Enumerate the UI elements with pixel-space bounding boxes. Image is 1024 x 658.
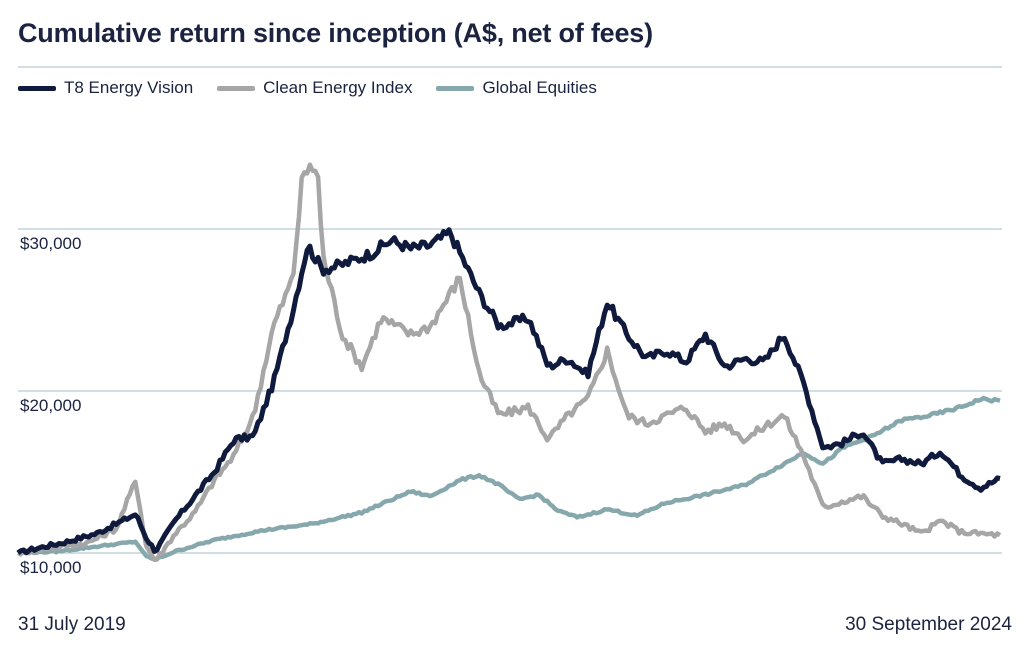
chart-title: Cumulative return since inception (A$, n… <box>18 18 653 48</box>
y-tick-label: $30,000 <box>20 234 81 253</box>
legend-item-clean-energy: Clean Energy Index <box>217 78 412 98</box>
series-line-clean-energy-index <box>17 162 1002 563</box>
chart-legend: T8 Energy Vision Clean Energy Index Glob… <box>18 78 621 98</box>
legend-swatch-t8 <box>18 85 56 91</box>
legend-label-t8: T8 Energy Vision <box>64 78 194 97</box>
legend-item-global-equities: Global Equities <box>436 78 597 98</box>
y-tick-label: $20,000 <box>20 396 81 415</box>
legend-label-global-equities: Global Equities <box>482 78 597 97</box>
legend-swatch-global-equities <box>436 85 475 91</box>
series-line-global-equities <box>17 395 1001 562</box>
legend-item-t8: T8 Energy Vision <box>18 78 193 98</box>
series-line-t8-energy-vision <box>16 227 1001 556</box>
x-end-date: 30 September 2024 <box>845 614 1012 635</box>
y-tick-label: $10,000 <box>20 558 81 577</box>
gridlines: $10,000 $20,000 $30,000 <box>18 228 1002 577</box>
x-start-date: 31 July 2019 <box>18 614 126 635</box>
legend-label-clean-energy: Clean Energy Index <box>263 78 413 97</box>
legend-swatch-clean-energy <box>217 85 256 91</box>
series-lines <box>16 162 1002 563</box>
